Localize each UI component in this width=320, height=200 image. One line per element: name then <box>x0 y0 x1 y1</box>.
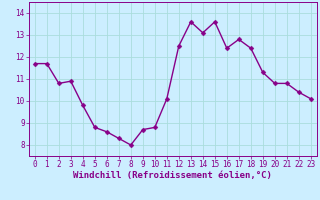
X-axis label: Windchill (Refroidissement éolien,°C): Windchill (Refroidissement éolien,°C) <box>73 171 272 180</box>
